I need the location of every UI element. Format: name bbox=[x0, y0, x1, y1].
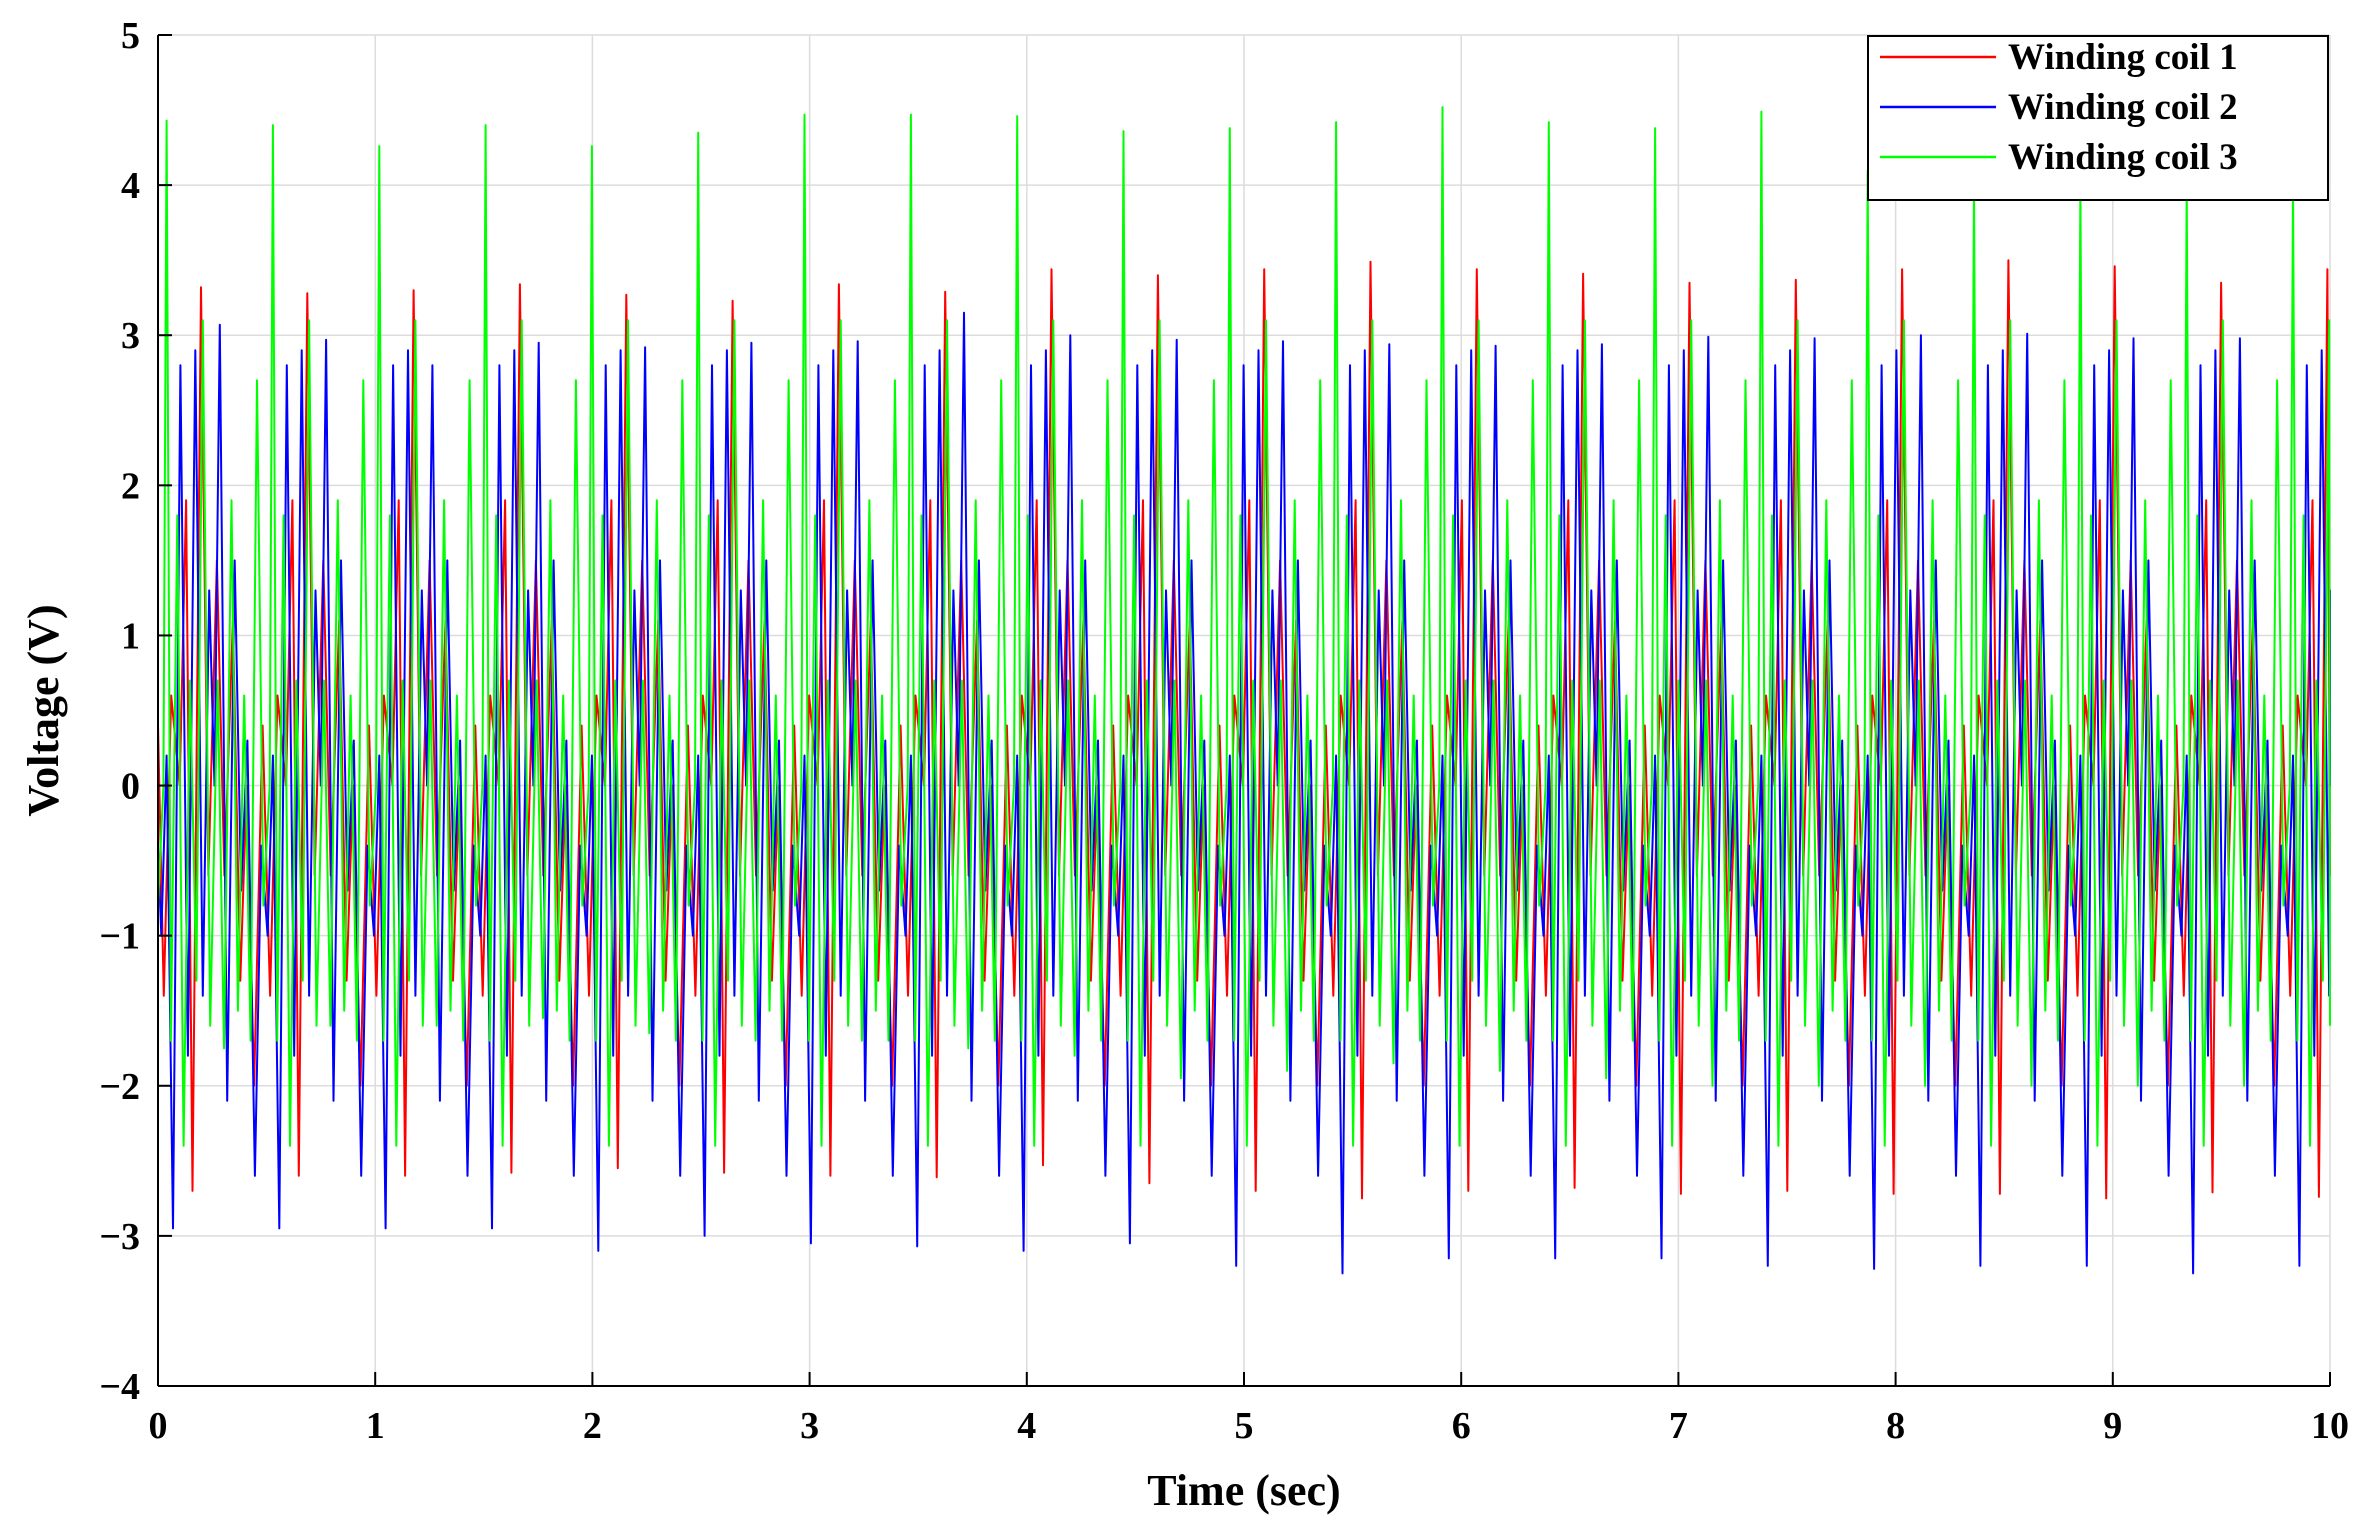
legend-box bbox=[1867, 35, 2329, 201]
y-tick-label: −2 bbox=[99, 1066, 140, 1108]
legend: Winding coil 1 Winding coil 2 Winding coil… bbox=[1867, 35, 2329, 201]
y-tick-label: 5 bbox=[121, 15, 140, 57]
x-tick-label: 9 bbox=[2103, 1405, 2122, 1447]
legend-label: Winding coil 2 bbox=[2008, 87, 2238, 128]
x-tick-label: 8 bbox=[1886, 1405, 1905, 1447]
x-tick-label: 10 bbox=[2311, 1405, 2349, 1447]
x-tick-label: 2 bbox=[583, 1405, 602, 1447]
x-tick-label: 6 bbox=[1452, 1405, 1471, 1447]
x-tick-label: 4 bbox=[1017, 1405, 1036, 1447]
series-line-winding-coil-3 bbox=[157, 106, 2331, 1147]
x-tick-label: 3 bbox=[800, 1405, 819, 1447]
y-tick-label: 4 bbox=[121, 165, 140, 207]
y-tick-label: −1 bbox=[99, 916, 140, 958]
y-tick-label: 1 bbox=[121, 615, 140, 657]
y-axis-title: Voltage (V) bbox=[19, 604, 68, 816]
plot-area bbox=[157, 106, 2331, 1275]
legend-label: Winding coil 3 bbox=[2008, 137, 2238, 178]
y-tick-label: 2 bbox=[121, 465, 140, 507]
legend-label: Winding coil 1 bbox=[2008, 37, 2238, 78]
x-tick-label: 7 bbox=[1669, 1405, 1688, 1447]
series-line-winding-coil-2 bbox=[157, 311, 2331, 1275]
y-tick-label: −3 bbox=[99, 1216, 140, 1258]
x-tick-label: 1 bbox=[366, 1405, 385, 1447]
ticks: 0 1 2 3 4 5 6 7 8 9 10 −4 −3 −2 −1 0 1 2 3 4 5 bbox=[99, 15, 2349, 1447]
y-tick-label: −4 bbox=[99, 1366, 140, 1408]
y-tick-label: 3 bbox=[121, 315, 140, 357]
x-tick-label: 5 bbox=[1235, 1405, 1254, 1447]
x-axis-title: Time (sec) bbox=[1147, 1466, 1340, 1515]
y-tick-label: 0 bbox=[121, 766, 140, 808]
x-tick-label: 0 bbox=[149, 1405, 168, 1447]
